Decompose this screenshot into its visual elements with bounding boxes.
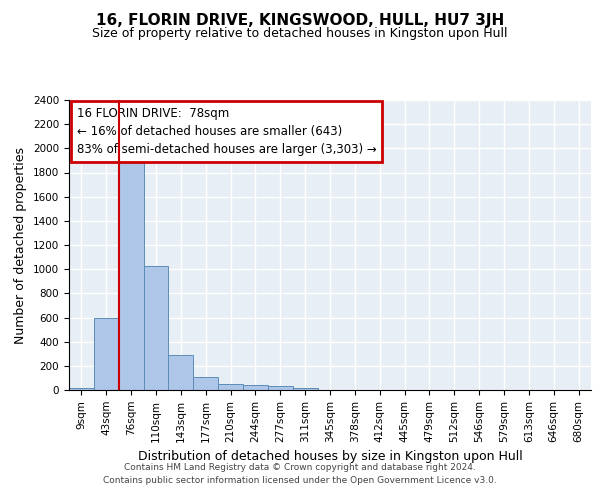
Bar <box>293 388 317 390</box>
X-axis label: Distribution of detached houses by size in Kingston upon Hull: Distribution of detached houses by size … <box>137 450 523 463</box>
Bar <box>169 355 193 390</box>
Text: 16, FLORIN DRIVE, KINGSWOOD, HULL, HU7 3JH: 16, FLORIN DRIVE, KINGSWOOD, HULL, HU7 3… <box>96 12 504 28</box>
Bar <box>119 162 143 390</box>
Text: Contains HM Land Registry data © Crown copyright and database right 2024.: Contains HM Land Registry data © Crown c… <box>124 464 476 472</box>
Y-axis label: Number of detached properties: Number of detached properties <box>14 146 28 344</box>
Bar <box>268 386 293 390</box>
Bar <box>243 384 268 390</box>
Bar <box>193 376 218 390</box>
Bar <box>94 318 119 390</box>
Bar <box>218 384 243 390</box>
Text: Size of property relative to detached houses in Kingston upon Hull: Size of property relative to detached ho… <box>92 28 508 40</box>
Bar <box>69 388 94 390</box>
Text: Contains public sector information licensed under the Open Government Licence v3: Contains public sector information licen… <box>103 476 497 485</box>
Bar <box>143 266 169 390</box>
Text: 16 FLORIN DRIVE:  78sqm
← 16% of detached houses are smaller (643)
83% of semi-d: 16 FLORIN DRIVE: 78sqm ← 16% of detached… <box>77 108 377 156</box>
